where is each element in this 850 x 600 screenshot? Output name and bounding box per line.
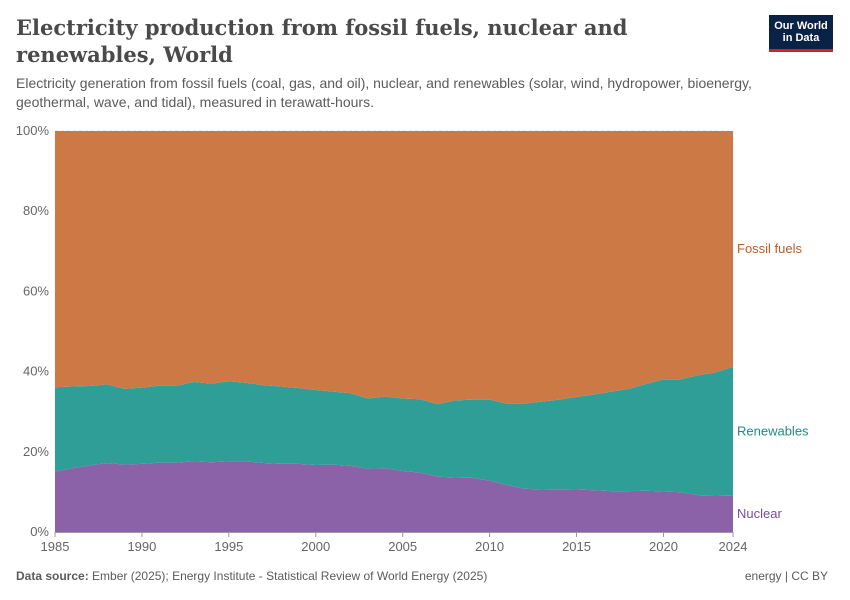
series-label-nuclear: Nuclear xyxy=(737,506,782,521)
footer-topic-license[interactable]: energy | CC BY xyxy=(744,569,828,583)
data-source-text: Ember (2025); Energy Institute - Statist… xyxy=(92,569,488,583)
y-tick-label: 100% xyxy=(16,123,50,138)
data-source-label: Data source: xyxy=(16,569,89,583)
x-tick-label: 1990 xyxy=(127,539,156,554)
series-label-fossil-fuels: Fossil fuels xyxy=(737,241,803,256)
owid-logo[interactable]: Our World in Data xyxy=(769,15,833,52)
y-tick-label: 60% xyxy=(23,283,49,298)
x-tick-label: 2005 xyxy=(388,539,417,554)
area-fossil-fuels xyxy=(55,131,733,405)
stacked-areas xyxy=(55,131,733,532)
series-label-renewables: Renewables xyxy=(737,423,809,438)
x-tick-label: 1995 xyxy=(214,539,243,554)
logo-line-1: Our World xyxy=(774,20,828,32)
area-nuclear xyxy=(55,461,733,532)
y-tick-label: 80% xyxy=(23,203,49,218)
logo-line-2: in Data xyxy=(782,32,820,44)
x-tick-label: 2000 xyxy=(301,539,330,554)
y-tick-label: 20% xyxy=(23,444,49,459)
data-source: Data source: Ember (2025); Energy Instit… xyxy=(16,569,487,583)
x-tick-label: 2020 xyxy=(649,539,678,554)
x-tick-label: 2024 xyxy=(719,539,748,554)
area-renewables xyxy=(55,366,733,496)
area-chart: 0% 20% 40% 60% 80% 100% 1985 1990 1995 2000 2005 20… xyxy=(16,123,809,554)
chart-subtitle: Electricity generation from fossil fuels… xyxy=(16,75,752,110)
x-tick-label: 2015 xyxy=(562,539,591,554)
y-tick-label: 0% xyxy=(30,524,49,539)
x-tick-label: 2010 xyxy=(475,539,504,554)
y-tick-label: 40% xyxy=(23,364,49,379)
axes: 0% 20% 40% 60% 80% 100% 1985 1990 1995 2000 2005 20… xyxy=(16,123,748,554)
series-labels: Nuclear Renewables Fossil fuels xyxy=(737,241,809,521)
chart-title: Electricity production from fossil fuels… xyxy=(16,15,628,67)
x-tick-label: 1985 xyxy=(41,539,70,554)
